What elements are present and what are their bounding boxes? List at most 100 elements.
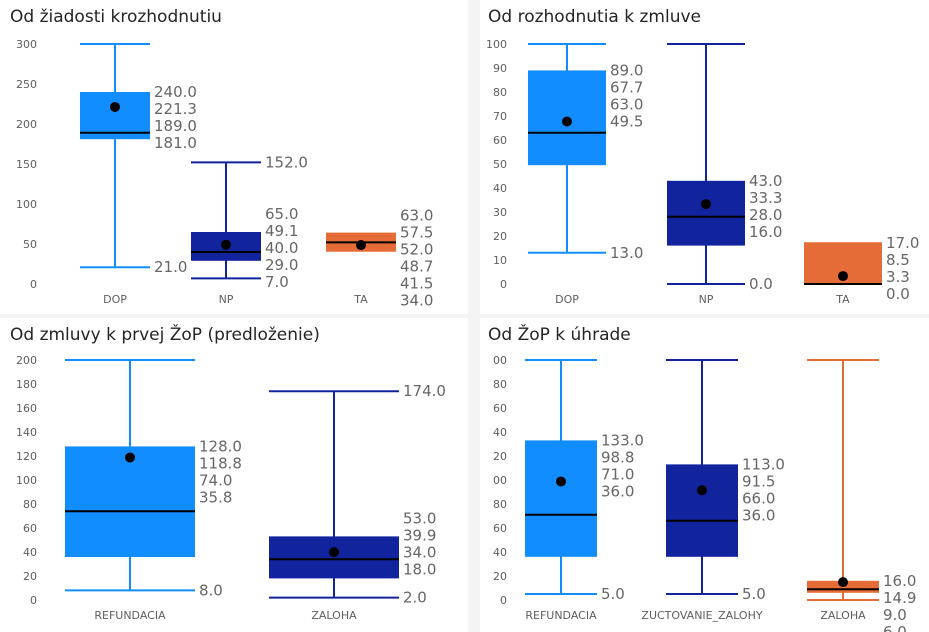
y-tick-label: 250 [16, 78, 37, 91]
y-tick-label: 0 [30, 278, 37, 291]
y-tick-label: 70 [493, 110, 507, 123]
category-label: ZALOHA [820, 609, 866, 622]
data-label: 7.0 [265, 273, 289, 291]
chart-title: Od ŽoP k úhrade [488, 325, 631, 345]
y-tick-label: 150 [16, 158, 37, 171]
y-tick-label: 60 [23, 522, 37, 535]
data-label: 28.0 [749, 206, 782, 224]
data-label: 133.0 [601, 431, 644, 449]
mean-point [838, 577, 848, 588]
box-iqr [269, 536, 399, 579]
data-label: 13.0 [610, 244, 643, 262]
y-tick-label: 0 [500, 278, 507, 291]
category-label: NP [219, 293, 234, 306]
box-iqr [667, 180, 745, 246]
data-label: 74.0 [199, 471, 232, 489]
data-label: 18.0 [403, 560, 436, 578]
data-label: 6.0 [883, 623, 907, 632]
data-label: 40.0 [265, 239, 298, 257]
data-label: 118.8 [199, 454, 242, 472]
data-label: 189.0 [154, 117, 197, 135]
data-label: 5.0 [742, 585, 766, 603]
y-tick-label: 10 [493, 254, 507, 267]
category-label: TA [835, 293, 850, 306]
data-label: 65.0 [265, 205, 298, 223]
y-tick-label: 80 [493, 498, 507, 511]
mean-point [701, 199, 711, 210]
category-label: TA [353, 293, 368, 306]
data-label: 49.5 [610, 112, 643, 130]
data-label: 34.0 [403, 543, 436, 561]
y-tick-label: 20 [493, 450, 507, 463]
data-label: 0.0 [886, 285, 910, 303]
y-tick-label: 140 [16, 426, 37, 439]
data-label: 49.1 [265, 222, 298, 240]
data-label: 14.9 [883, 589, 916, 607]
data-label: 41.5 [400, 275, 433, 293]
y-tick-label: 90 [493, 62, 507, 75]
y-tick-label: 80 [23, 498, 37, 511]
category-label: DOP [555, 293, 579, 306]
chart-panel-zmluvy-k-prvej-zop: Od zmluvy k prvej ŽoP (predloženie) 0 20 4… [0, 318, 468, 632]
y-tick-label: 00 [493, 474, 507, 487]
mean-point [125, 452, 135, 463]
y-tick-label: 80 [493, 86, 507, 99]
y-tick-label: 80 [493, 378, 507, 391]
data-label: 2.0 [403, 589, 427, 607]
y-tick-label: 180 [16, 378, 37, 391]
y-tick-label: 100 [16, 198, 37, 211]
y-tick-label: 00 [493, 354, 507, 367]
y-tick-label: 300 [16, 38, 37, 51]
mean-point [221, 239, 231, 250]
data-label: 53.0 [403, 509, 436, 527]
mean-point [110, 101, 120, 112]
boxplot-chart: 0 20 40 60 80 00 20 40 60 80 00 REFUNDACIA 133.098.8… [493, 354, 916, 632]
mean-point [697, 485, 707, 496]
data-label: 33.3 [749, 189, 782, 207]
y-tick-label: 160 [16, 402, 37, 415]
data-label: 128.0 [199, 437, 242, 455]
data-label: 63.0 [610, 95, 643, 113]
data-label: 0.0 [749, 275, 773, 293]
category-label: ZUCTOVANIE_ZALOHY [641, 609, 762, 622]
data-label: 221.3 [154, 100, 197, 118]
data-label: 174.0 [403, 382, 446, 400]
boxplot-chart: 0 20 40 60 80 100 120 140 160 180 200 REFUNDACIA 128… [16, 354, 446, 622]
data-label: 36.0 [742, 506, 775, 524]
category-label: REFUNDACIA [525, 609, 597, 622]
data-label: 52.0 [400, 241, 433, 259]
data-label: 8.0 [199, 581, 223, 599]
data-label: 181.0 [154, 134, 197, 152]
data-label: 29.0 [265, 256, 298, 274]
data-label: 3.3 [886, 268, 910, 286]
data-label: 8.5 [886, 251, 910, 269]
data-label: 240.0 [154, 83, 197, 101]
chart-panel-ziadosti-krozhodnutiu: Od žiadosti krozhodnutiu 0 50 100 150 200 250… [0, 0, 468, 314]
chart-title: Od rozhodnutia k zmluve [488, 7, 701, 27]
data-label: 43.0 [749, 172, 782, 190]
mean-point [556, 476, 566, 487]
data-label: 98.8 [601, 448, 634, 466]
y-tick-label: 50 [23, 238, 37, 251]
data-label: 17.0 [886, 234, 919, 252]
y-tick-label: 20 [493, 570, 507, 583]
data-label: 39.9 [403, 526, 436, 544]
category-label: DOP [103, 293, 127, 306]
y-tick-label: 40 [493, 546, 507, 559]
mean-point [356, 240, 366, 251]
y-tick-label: 200 [16, 118, 37, 131]
chart-panel-rozhodnutia-k-zmluve: Od rozhodnutia k zmluve 0 10 20 30 40 50 60 70 8… [480, 0, 929, 314]
chart-title: Od zmluvy k prvej ŽoP (predloženie) [10, 325, 320, 345]
y-tick-label: 100 [486, 38, 507, 51]
data-label: 152.0 [265, 153, 308, 171]
mean-point [838, 271, 848, 282]
data-label: 34.0 [400, 292, 433, 310]
y-tick-label: 40 [23, 546, 37, 559]
box-iqr [80, 92, 150, 140]
y-tick-label: 0 [500, 594, 507, 607]
box-iqr [666, 464, 738, 557]
data-label: 67.7 [610, 78, 643, 96]
y-tick-label: 100 [16, 474, 37, 487]
box-iqr [65, 446, 195, 558]
mean-point [562, 116, 572, 127]
